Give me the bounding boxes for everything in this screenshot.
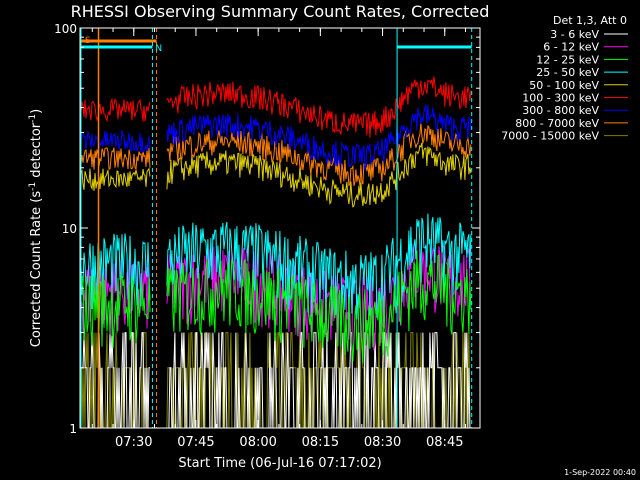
legend-label: 100 - 300 keV (522, 92, 599, 105)
night-label: N (155, 44, 162, 54)
y-tick-label: 10 (62, 222, 77, 236)
legend-label: 300 - 800 keV (522, 104, 599, 117)
y-axis-label-sup: -1 (28, 182, 38, 191)
series-layer (80, 76, 472, 429)
legend-label: 25 - 50 keV (536, 66, 599, 79)
chart-title: RHESSI Observing Summary Count Rates, Co… (71, 2, 490, 21)
footer-timestamp: 1-Sep-2022 00:40 (564, 468, 636, 477)
series-line (80, 213, 472, 324)
legend-title: Det 1,3, Att 0 (553, 14, 627, 27)
marker-layer: SN (80, 28, 473, 428)
series-line (80, 142, 472, 208)
legend-label: 800 - 7000 keV (515, 117, 599, 130)
legend-label: 3 - 6 keV (550, 28, 599, 41)
series-line (80, 250, 472, 364)
x-tick-label: 08:15 (302, 435, 339, 450)
legend-label: 50 - 100 keV (529, 79, 599, 92)
series-line (80, 76, 472, 138)
series-line (80, 103, 472, 171)
legend-label: 7000 - 15000 keV (501, 130, 599, 143)
x-tick-label: 08:30 (364, 435, 401, 450)
y-axis-label-sup2: -1 (28, 114, 38, 123)
x-tick-label: 08:00 (239, 435, 276, 450)
x-tick-label: 07:45 (177, 435, 214, 450)
y-axis-label-end: ) (29, 109, 44, 114)
y-tick-label: 100 (54, 22, 77, 36)
x-tick-label: 08:45 (426, 435, 463, 450)
series-line (80, 121, 472, 187)
x-tick-label: 07:30 (115, 435, 152, 450)
saa-label: S (85, 36, 91, 46)
axis-layer: 1 10 100 07:30 07:45 08:00 08:15 08:30 08:45 (54, 22, 480, 450)
y-axis-label-main: Corrected Count Rate (s (29, 191, 44, 348)
y-axis-label-mid: detector (29, 122, 44, 182)
y-tick-label: 1 (69, 422, 77, 436)
y-axis-label: Corrected Count Rate (s-1 detector-1) (28, 109, 44, 347)
x-axis-label: Start Time (06-Jul-16 07:17:02) (178, 456, 381, 471)
legend-label: 6 - 12 keV (543, 41, 599, 54)
legend-label: 12 - 25 keV (536, 53, 599, 66)
